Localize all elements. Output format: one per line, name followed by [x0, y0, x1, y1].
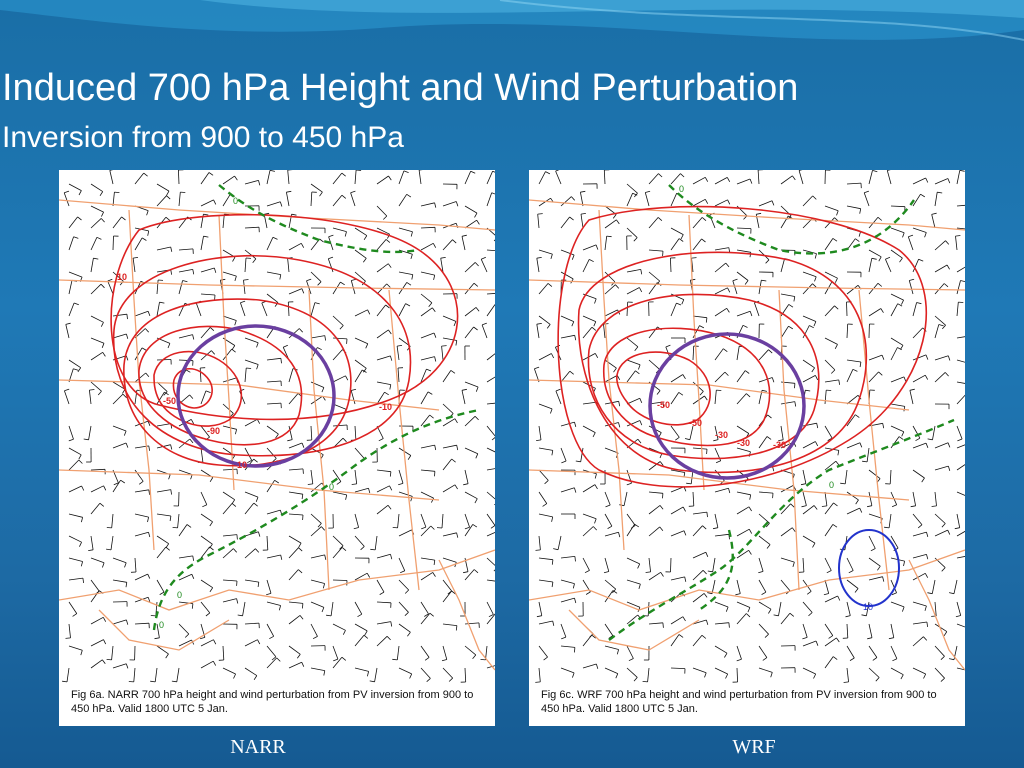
zero-contours — [152, 184, 480, 631]
contour-label: -30 — [737, 438, 750, 448]
slide-subtitle: Inversion from 900 to 450 hPa — [2, 121, 404, 154]
slide-title: Induced 700 hPa Height and Wind Perturba… — [2, 67, 799, 109]
wrf-map-panel: -50 -50 -30 -30 -30 0 0 10 Fig 6c. WRF 7… — [529, 170, 965, 726]
wrf-label: WRF — [732, 736, 776, 758]
contour-label: 0 — [329, 482, 334, 492]
contour-label: 10 — [237, 460, 247, 470]
figure-caption: Fig 6a. NARR 700 hPa height and wind per… — [71, 689, 474, 715]
positive-height-contour — [838, 529, 900, 607]
wind-barbs — [62, 170, 495, 683]
contour-label: -50 — [657, 400, 670, 410]
contour-label: 0 — [829, 480, 834, 490]
figure-caption: Fig 6c. WRF 700 hPa height and wind pert… — [541, 689, 937, 715]
contour-label: 0 — [159, 620, 164, 630]
contour-label: -50 — [689, 418, 702, 428]
highlight-circle — [648, 332, 806, 480]
contour-label: 0 — [177, 590, 182, 600]
contour-label: -10 — [379, 402, 392, 412]
wrf-map: -50 -50 -30 -30 -30 0 0 10 — [529, 170, 965, 683]
contour-label: 10 — [863, 602, 873, 612]
negative-height-contours — [557, 205, 928, 488]
contour-label: -90 — [207, 426, 220, 436]
highlight-circle — [176, 324, 336, 468]
header-swoosh — [0, 0, 1024, 41]
narr-map-panel: 10 -50 -90 -10 10 0 0 0 0 Fig 6a. NARR 7… — [59, 170, 495, 726]
contour-label: -30 — [773, 440, 786, 450]
narr-map: 10 -50 -90 -10 10 0 0 0 0 — [59, 170, 495, 683]
wind-barbs — [534, 170, 965, 683]
narr-label: NARR — [230, 736, 286, 758]
contour-label: 10 — [117, 272, 127, 282]
contour-label: 0 — [233, 196, 238, 206]
zero-contours — [608, 184, 955, 641]
contour-label: -50 — [163, 396, 176, 406]
contour-label: 0 — [679, 184, 684, 194]
contour-label: -30 — [715, 430, 728, 440]
